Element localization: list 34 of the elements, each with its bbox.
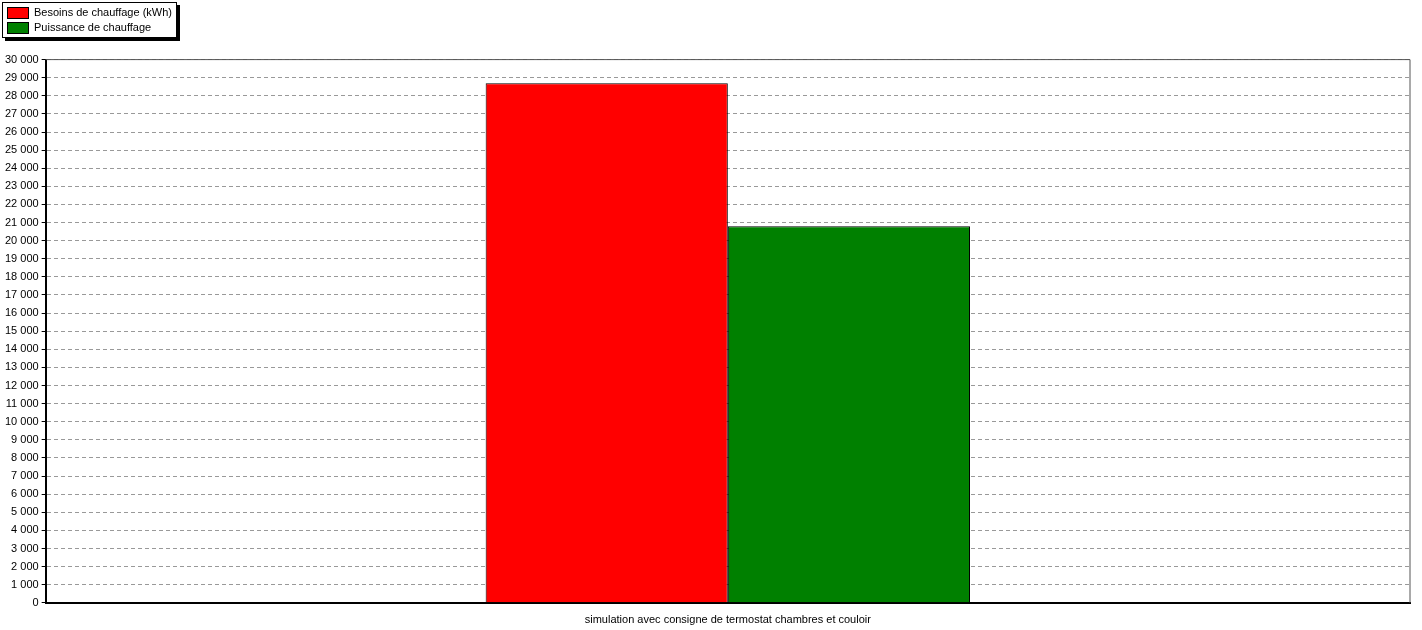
y-tick-label: 25 000 bbox=[4, 143, 39, 156]
y-tick-label: 27 000 bbox=[4, 106, 39, 119]
y-tick-label: 1 000 bbox=[11, 577, 39, 590]
y-tick-label: 8 000 bbox=[11, 450, 39, 463]
y-tick-label: 30 000 bbox=[4, 52, 39, 65]
y-tick-label: 4 000 bbox=[11, 523, 39, 536]
y-tick-label: 20 000 bbox=[4, 233, 39, 246]
y-tick-label: 2 000 bbox=[11, 559, 39, 572]
y-tick-label: 22 000 bbox=[4, 197, 39, 210]
y-tick-label: 11 000 bbox=[5, 396, 39, 409]
y-tick-label: 13 000 bbox=[4, 360, 39, 373]
y-tick-label: 9 000 bbox=[11, 432, 39, 445]
y-tick-label: 21 000 bbox=[4, 215, 39, 228]
y-tick-label: 10 000 bbox=[4, 414, 39, 427]
y-tick-label: 0 bbox=[32, 595, 39, 608]
y-tick-label: 19 000 bbox=[4, 251, 39, 264]
y-tick-label: 3 000 bbox=[11, 541, 39, 554]
y-tick-label: 7 000 bbox=[11, 469, 39, 482]
y-tick-label: 28 000 bbox=[4, 88, 39, 101]
y-tick-label: 12 000 bbox=[4, 378, 39, 391]
y-tick-label: 29 000 bbox=[4, 70, 39, 83]
legend-label: Besoins de chauffage (kWh) bbox=[34, 5, 172, 20]
legend-label: Puissance de chauffage bbox=[34, 20, 152, 35]
y-tick-label: 6 000 bbox=[11, 487, 39, 500]
y-tick-label: 23 000 bbox=[4, 179, 39, 192]
y-tick-label: 24 000 bbox=[4, 161, 39, 174]
y-tick-label: 16 000 bbox=[4, 306, 39, 319]
y-tick-label: 18 000 bbox=[4, 269, 39, 282]
y-tick-label: 17 000 bbox=[4, 288, 39, 301]
y-tick-label: 5 000 bbox=[11, 505, 39, 518]
y-tick-label: 14 000 bbox=[4, 342, 39, 355]
y-tick-label: 15 000 bbox=[4, 324, 39, 337]
y-tick-label: 26 000 bbox=[4, 125, 39, 138]
x-tick-label: simulation avec consigne de termostat chambres et couloir bbox=[584, 613, 872, 626]
